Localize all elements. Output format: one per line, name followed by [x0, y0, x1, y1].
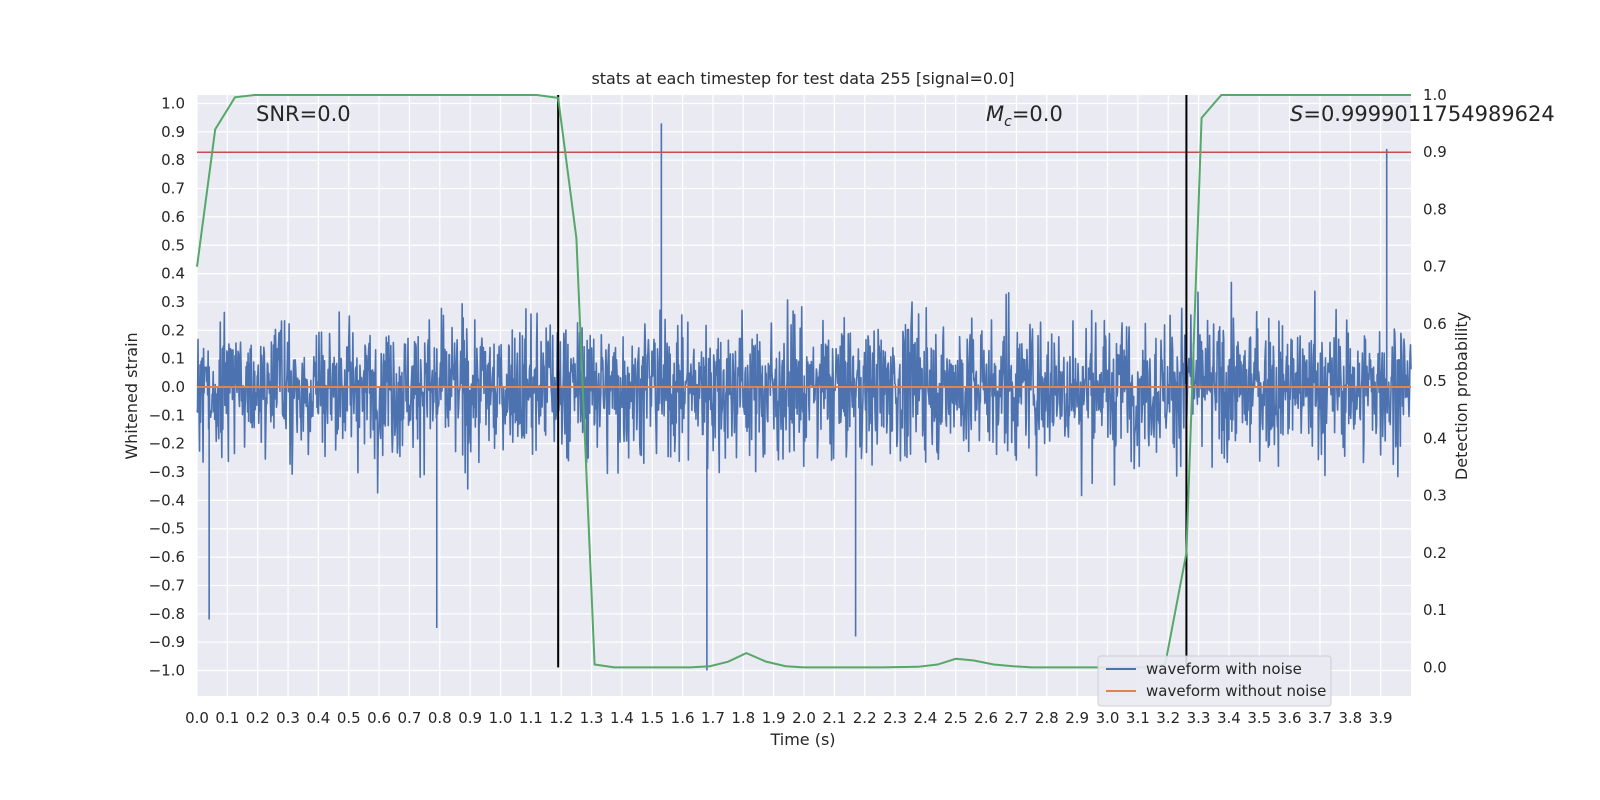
x-tick-label: 0.3 — [276, 709, 300, 727]
x-tick-label: 1.3 — [580, 709, 604, 727]
y-tick-label: 0.7 — [161, 180, 185, 198]
y-tick-label-right: 1.0 — [1423, 86, 1447, 104]
x-tick-label: 1.7 — [701, 709, 725, 727]
detection-probability-line — [196, 94, 1411, 669]
x-tick-label: 2.2 — [853, 709, 877, 727]
y-ticks-right: 1.0 0.9 0.8 0.7 0.6 0.5 0.4 0.3 0.2 0.1 0.0 — [1423, 86, 1447, 676]
x-tick-label: 0.6 — [367, 709, 391, 727]
y-tick-label-right: 0.0 — [1423, 658, 1447, 676]
x-tick-label: 0.1 — [215, 709, 239, 727]
y-tick-label: −0.6 — [149, 548, 185, 566]
y-tick-label: 0.2 — [161, 321, 185, 339]
x-tick-label: 2.4 — [913, 709, 937, 727]
x-tick-label: 0.4 — [306, 709, 330, 727]
chirp-mass-annotation: Mc=0.0 — [986, 102, 1063, 130]
x-tick-label: 0.9 — [458, 709, 482, 727]
y-tick-label: 0.0 — [161, 378, 185, 396]
x-tick-label: 3.6 — [1278, 709, 1302, 727]
y-tick-label: −0.5 — [149, 520, 185, 538]
noise-series — [196, 123, 1412, 671]
x-tick-label: 0.2 — [246, 709, 270, 727]
x-tick-label: 2.7 — [1005, 709, 1029, 727]
waveform-with-noise-line — [196, 123, 1412, 671]
x-tick-label: 1.2 — [549, 709, 573, 727]
snr-annotation: SNR=0.0 — [256, 102, 351, 126]
x-tick-label: 1.4 — [610, 709, 634, 727]
x-axis-label: Time (s) — [769, 730, 835, 749]
y-tick-label-right: 0.5 — [1423, 372, 1447, 390]
y-tick-label: 0.6 — [161, 208, 185, 226]
chirp-mass-value: =0.0 — [1012, 102, 1063, 126]
y-tick-label: −0.3 — [149, 463, 185, 481]
x-tick-label: 2.6 — [974, 709, 998, 727]
x-tick-label: 0.0 — [185, 709, 209, 727]
legend-label-noise: waveform with noise — [1146, 660, 1302, 678]
x-tick-label: 0.7 — [398, 709, 422, 727]
x-tick-label: 0.8 — [428, 709, 452, 727]
y-ticks-left: 1.0 0.9 0.8 0.7 0.6 0.5 0.4 0.3 0.2 0.1 0.0 −0.1 −0.… — [149, 95, 185, 680]
y-tick-label: 0.1 — [161, 350, 185, 368]
score-annotation: S=0.9999011754989624 — [1290, 102, 1555, 126]
chart-title: stats at each timestep for test data 255… — [591, 69, 1014, 88]
legend-label-clean: waveform without noise — [1146, 682, 1326, 700]
x-tick-label: 3.5 — [1247, 709, 1271, 727]
y-tick-label: −0.9 — [149, 633, 185, 651]
y-tick-label-right: 0.3 — [1423, 487, 1447, 505]
x-tick-label: 1.5 — [640, 709, 664, 727]
x-tick-label: 0.5 — [337, 709, 361, 727]
legend: waveform with noise waveform without noi… — [1097, 655, 1332, 707]
y-tick-label-right: 0.7 — [1423, 258, 1447, 276]
x-tick-label: 1.9 — [762, 709, 786, 727]
x-tick-label: 2.1 — [822, 709, 846, 727]
y-tick-label: −0.1 — [149, 406, 185, 424]
y-tick-label: 0.5 — [161, 236, 185, 254]
y-tick-label: 1.0 — [161, 95, 185, 113]
overlay — [196, 94, 1411, 669]
y-axis-label: Whitened strain — [122, 332, 141, 459]
y-tick-label: 0.4 — [161, 265, 185, 283]
x-tick-label: 3.9 — [1369, 709, 1393, 727]
x-tick-label: 3.7 — [1308, 709, 1332, 727]
x-tick-label: 1.6 — [671, 709, 695, 727]
y-tick-label: 0.9 — [161, 123, 185, 141]
x-tick-label: 3.2 — [1156, 709, 1180, 727]
y-tick-label: −0.7 — [149, 576, 185, 594]
x-tick-label: 3.3 — [1187, 709, 1211, 727]
y-tick-label: −1.0 — [149, 661, 185, 679]
y-tick-label-right: 0.8 — [1423, 200, 1447, 218]
y-tick-label: −0.4 — [149, 491, 185, 509]
y-tick-label: −0.8 — [149, 605, 185, 623]
x-tick-label: 2.0 — [792, 709, 816, 727]
chirp-mass-subscript: c — [1004, 114, 1012, 130]
score-symbol: S — [1290, 102, 1303, 126]
y-tick-label: 0.3 — [161, 293, 185, 311]
y-tick-label-right: 0.4 — [1423, 429, 1447, 447]
x-tick-label: 2.9 — [1065, 709, 1089, 727]
x-ticks: 0.0 0.1 0.2 0.3 0.4 0.5 0.6 0.7 0.8 0.9 1.0 1.1 1.2 1… — [185, 709, 1393, 727]
y-tick-label-right: 0.6 — [1423, 315, 1447, 333]
chirp-mass-symbol: M — [986, 102, 1004, 126]
x-tick-label: 1.8 — [731, 709, 755, 727]
x-tick-label: 2.5 — [944, 709, 968, 727]
x-tick-label: 2.8 — [1035, 709, 1059, 727]
x-tick-label: 3.0 — [1096, 709, 1120, 727]
y-axis-label-right: Detection probability — [1452, 312, 1471, 480]
y-tick-label: −0.2 — [149, 435, 185, 453]
legend-box — [1097, 655, 1332, 707]
x-tick-label: 1.0 — [489, 709, 513, 727]
x-tick-label: 3.8 — [1338, 709, 1362, 727]
y-tick-label-right: 0.1 — [1423, 601, 1447, 619]
y-tick-label-right: 0.9 — [1423, 143, 1447, 161]
x-tick-label: 3.1 — [1126, 709, 1150, 727]
x-tick-label: 3.4 — [1217, 709, 1241, 727]
x-tick-label: 2.3 — [883, 709, 907, 727]
y-tick-label: 0.8 — [161, 151, 185, 169]
score-value: =0.9999011754989624 — [1303, 102, 1554, 126]
x-tick-label: 1.1 — [519, 709, 543, 727]
y-tick-label-right: 0.2 — [1423, 544, 1447, 562]
